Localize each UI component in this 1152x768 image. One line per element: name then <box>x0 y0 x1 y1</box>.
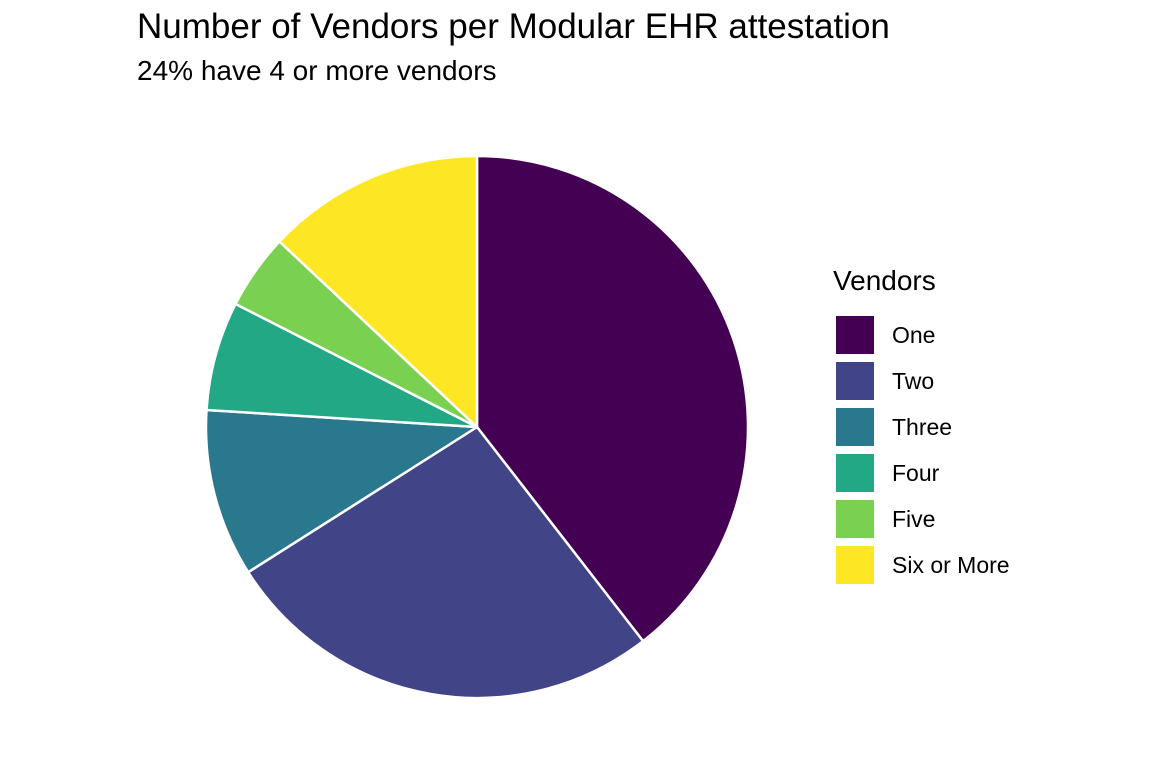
legend-label-four: Four <box>892 459 940 486</box>
legend-swatch-five <box>836 500 874 538</box>
legend-swatch-one <box>836 316 874 354</box>
legend-swatch-two <box>836 362 874 400</box>
legend-swatch-three <box>836 408 874 446</box>
legend-item-one: One <box>833 312 1010 358</box>
legend-item-four: Four <box>833 450 1010 496</box>
chart-title: Number of Vendors per Modular EHR attest… <box>137 7 890 46</box>
pie-slice-three <box>204 408 479 574</box>
legend-item-three: Three <box>833 404 1010 450</box>
legend-label-one: One <box>892 321 936 348</box>
legend: Vendors One Two Three Four Five Six or More <box>833 264 1010 588</box>
legend-label-two: Two <box>892 367 935 394</box>
pie-slice-one <box>475 154 750 643</box>
legend-label-five: Five <box>892 505 936 532</box>
legend-swatch-four <box>836 454 874 492</box>
legend-title: Vendors <box>833 265 936 296</box>
legend-label-six-or-more: Six or More <box>892 551 1010 578</box>
legend-item-five: Five <box>833 496 1010 542</box>
legend-item-two: Two <box>833 358 1010 404</box>
pie-slice-six-or-more <box>278 154 479 429</box>
pie-slice-two <box>246 425 645 700</box>
legend-label-three: Three <box>892 413 953 440</box>
chart-subtitle: 24% have 4 or more vendors <box>137 55 497 86</box>
legend-swatch-six-or-more <box>836 546 874 584</box>
pie-slice-four <box>205 302 479 429</box>
legend-item-six-or-more: Six or More <box>833 542 1010 588</box>
